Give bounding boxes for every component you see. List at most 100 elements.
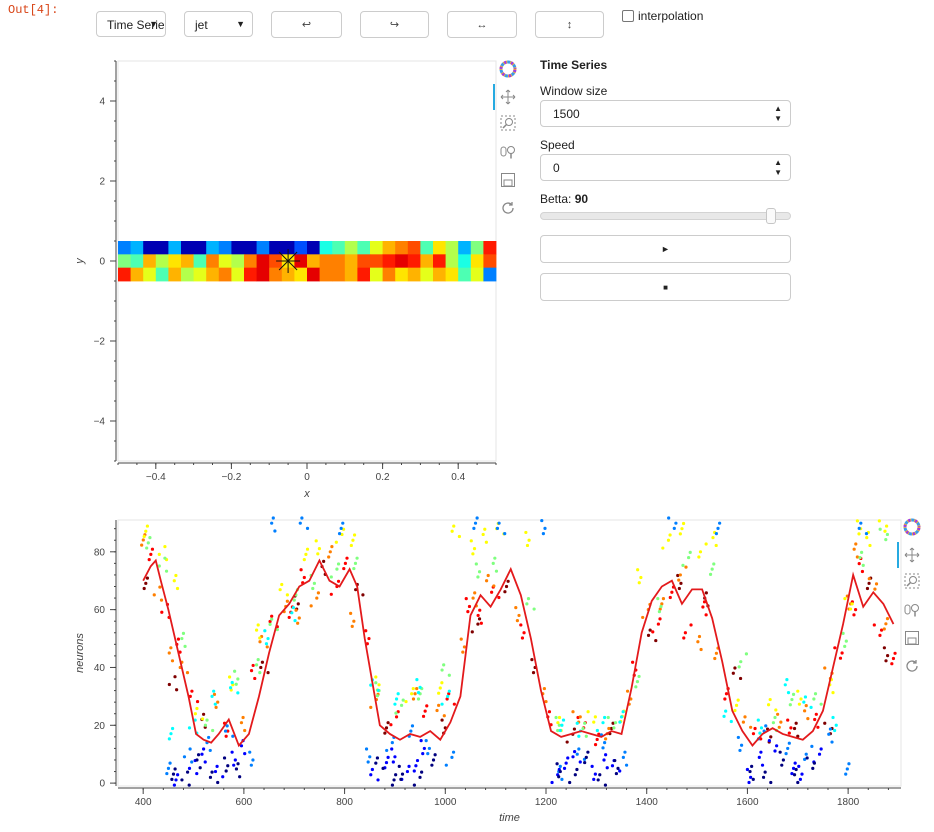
spike-point: [268, 619, 272, 624]
spike-point: [472, 526, 476, 530]
spike-point: [748, 769, 752, 774]
spike-point: [232, 763, 236, 767]
active-tool-indicator: [897, 542, 899, 568]
heatmap-cell: [193, 254, 207, 269]
spike-point: [476, 575, 480, 579]
raster-svg[interactable]: 400 600 800 1000 1200 1400 1600 1800 0 20 40 60 80 ti…: [74, 514, 902, 827]
spike-point: [531, 671, 536, 675]
spike-point: [230, 680, 234, 685]
heatmap-cell: [407, 267, 421, 282]
box-zoom-icon[interactable]: [903, 572, 921, 590]
spike-point: [144, 529, 148, 533]
flip-vertical-button[interactable]: ↕: [535, 11, 604, 38]
stop-button[interactable]: ■: [540, 273, 791, 301]
window-size-spinner[interactable]: 1500 ▲ ▼: [540, 100, 791, 127]
spike-point: [595, 728, 599, 733]
spike-point: [769, 735, 773, 739]
rotate-left-button[interactable]: ↩: [271, 11, 342, 38]
heatmap-cell: [256, 254, 270, 269]
spike-point: [297, 616, 301, 620]
box-zoom-icon[interactable]: [499, 114, 517, 132]
betta-slider-handle[interactable]: [765, 208, 776, 224]
heatmap-svg[interactable]: −0.4 −0.2 0 0.2 0.4 4 2 0 −2 −4 x y: [74, 56, 544, 506]
spike-point: [175, 586, 180, 591]
rotate-right-button[interactable]: ↪: [360, 11, 429, 38]
spike-point: [343, 561, 347, 565]
spike-point: [264, 642, 269, 646]
spike-point: [470, 630, 474, 634]
panel-title: Time Series: [540, 58, 608, 72]
pan-icon[interactable]: [499, 88, 517, 106]
spike-point: [340, 532, 344, 537]
save-icon[interactable]: [903, 629, 921, 647]
spike-point: [477, 570, 482, 574]
heatmap-plot[interactable]: −0.4 −0.2 0 0.2 0.4 4 2 0 −2 −4 x y: [74, 56, 544, 506]
pan-icon[interactable]: [903, 546, 921, 564]
wheel-zoom-icon[interactable]: [499, 143, 517, 161]
spike-point: [260, 660, 265, 664]
spike-point: [152, 593, 156, 597]
spike-point: [688, 550, 692, 554]
spike-point: [786, 718, 790, 722]
heatmap-cell: [168, 267, 182, 282]
spike-point: [150, 547, 155, 551]
betta-label: Betta: 90: [540, 192, 588, 206]
reset-icon[interactable]: [499, 199, 517, 217]
spike-point: [779, 720, 783, 724]
raster-plot[interactable]: 400 600 800 1000 1200 1400 1600 1800 0 20 40 60 80 ti…: [74, 514, 902, 827]
play-button[interactable]: ►: [540, 235, 791, 263]
speed-spinner[interactable]: 0 ▲ ▼: [540, 154, 791, 181]
heatmap-cell: [420, 241, 434, 255]
spike-point: [234, 682, 238, 686]
spike-point: [760, 763, 765, 767]
spike-point: [729, 719, 733, 724]
spike-point: [710, 567, 714, 571]
spike-point: [592, 720, 596, 724]
spike-point: [248, 750, 252, 754]
spike-point: [369, 683, 373, 687]
spike-point: [409, 729, 413, 733]
heatmap-cell: [382, 254, 396, 269]
spike-point: [467, 604, 472, 609]
spike-point: [190, 760, 194, 764]
spike-point: [792, 726, 797, 731]
heatmap-cell: [458, 254, 472, 269]
spike-point: [394, 773, 398, 777]
interpolation-checkbox[interactable]: interpolation: [622, 9, 703, 23]
spike-point: [788, 703, 792, 707]
save-icon[interactable]: [499, 171, 517, 189]
spike-point: [805, 756, 809, 760]
spinner-arrows-icon[interactable]: ▲ ▼: [774, 158, 782, 177]
colormap-select[interactable]: jet ▼: [184, 11, 253, 37]
checkbox-box[interactable]: [622, 10, 634, 22]
spike-point: [462, 645, 467, 649]
betta-slider-track[interactable]: [540, 212, 791, 220]
spike-point: [833, 728, 837, 733]
spike-point: [368, 755, 372, 759]
spike-point: [577, 734, 581, 738]
spike-point: [421, 714, 426, 718]
spike-point: [157, 564, 161, 568]
spinner-arrows-icon[interactable]: ▲ ▼: [774, 104, 782, 123]
heatmap-cell: [357, 254, 371, 269]
spike-point: [253, 676, 257, 681]
heatmap-cell: [155, 267, 169, 282]
spike-point: [497, 521, 501, 525]
flip-horizontal-button[interactable]: ↔: [447, 11, 517, 38]
x-tick-label: 0: [304, 472, 310, 483]
spike-point: [351, 538, 355, 542]
spike-point: [422, 746, 426, 751]
dataset-select[interactable]: Time Series ▼: [96, 11, 166, 37]
heatmap-cell: [470, 267, 484, 282]
wheel-zoom-icon[interactable]: [903, 601, 921, 619]
reset-icon[interactable]: [903, 657, 921, 675]
spike-point: [423, 709, 427, 713]
spike-point: [697, 555, 701, 559]
spike-point: [668, 595, 672, 600]
spike-point: [882, 646, 886, 650]
spike-point: [857, 526, 861, 530]
spike-point: [391, 760, 395, 764]
spike-point: [819, 747, 823, 751]
spike-point: [593, 743, 598, 747]
spike-point: [180, 636, 184, 641]
